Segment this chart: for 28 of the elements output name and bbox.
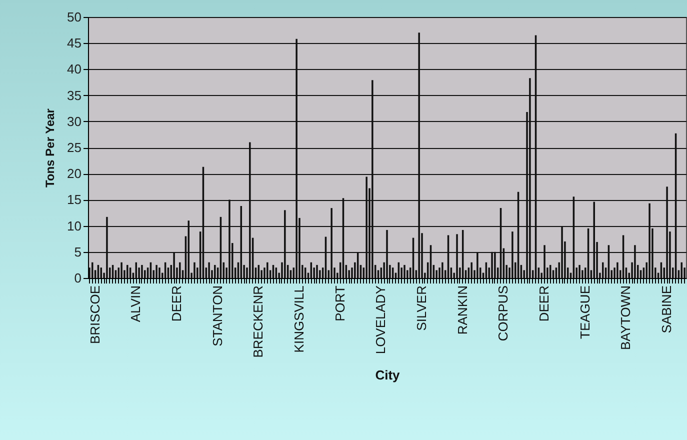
- x-tick-label: SILVER: [414, 286, 430, 331]
- x-tick-label: DEER: [168, 286, 184, 322]
- y-tick-label: 20: [67, 166, 82, 182]
- y-tick-label: 5: [74, 244, 82, 260]
- y-tick-label: 40: [67, 62, 82, 77]
- y-tick-label: 10: [67, 218, 82, 234]
- x-tick-label: RANKIN: [454, 286, 470, 335]
- x-tick-label: PORT: [332, 285, 348, 322]
- x-tick-label: BRECKENR: [250, 286, 266, 358]
- y-axis-title: Tons Per Year: [43, 108, 58, 188]
- x-tick-label: STANTON: [210, 286, 225, 346]
- x-axis-title: City: [375, 368, 401, 383]
- x-tick-label: CORPUS: [496, 285, 511, 342]
- y-tick-label: 0: [74, 270, 82, 286]
- y-tick-label: 30: [67, 114, 82, 129]
- x-tick-label: TEAGUE: [577, 285, 592, 339]
- y-tick-label: 15: [67, 192, 82, 208]
- x-tick-label: LOVELADY: [373, 285, 388, 354]
- x-tick-label: BRISCOE: [87, 285, 102, 344]
- y-tick-label: 45: [67, 36, 82, 51]
- y-tick-label: 35: [67, 88, 82, 103]
- x-tick-label: DEER: [536, 286, 552, 322]
- x-tick-label: BAYTOWN: [618, 286, 634, 350]
- x-tick-label: SABINE: [659, 285, 674, 334]
- y-tick-label: 50: [67, 10, 82, 24]
- x-tick-label: ALVIN: [128, 286, 144, 322]
- x-tick-label: KINGSVILL: [291, 286, 306, 353]
- y-tick-label: 25: [67, 140, 82, 155]
